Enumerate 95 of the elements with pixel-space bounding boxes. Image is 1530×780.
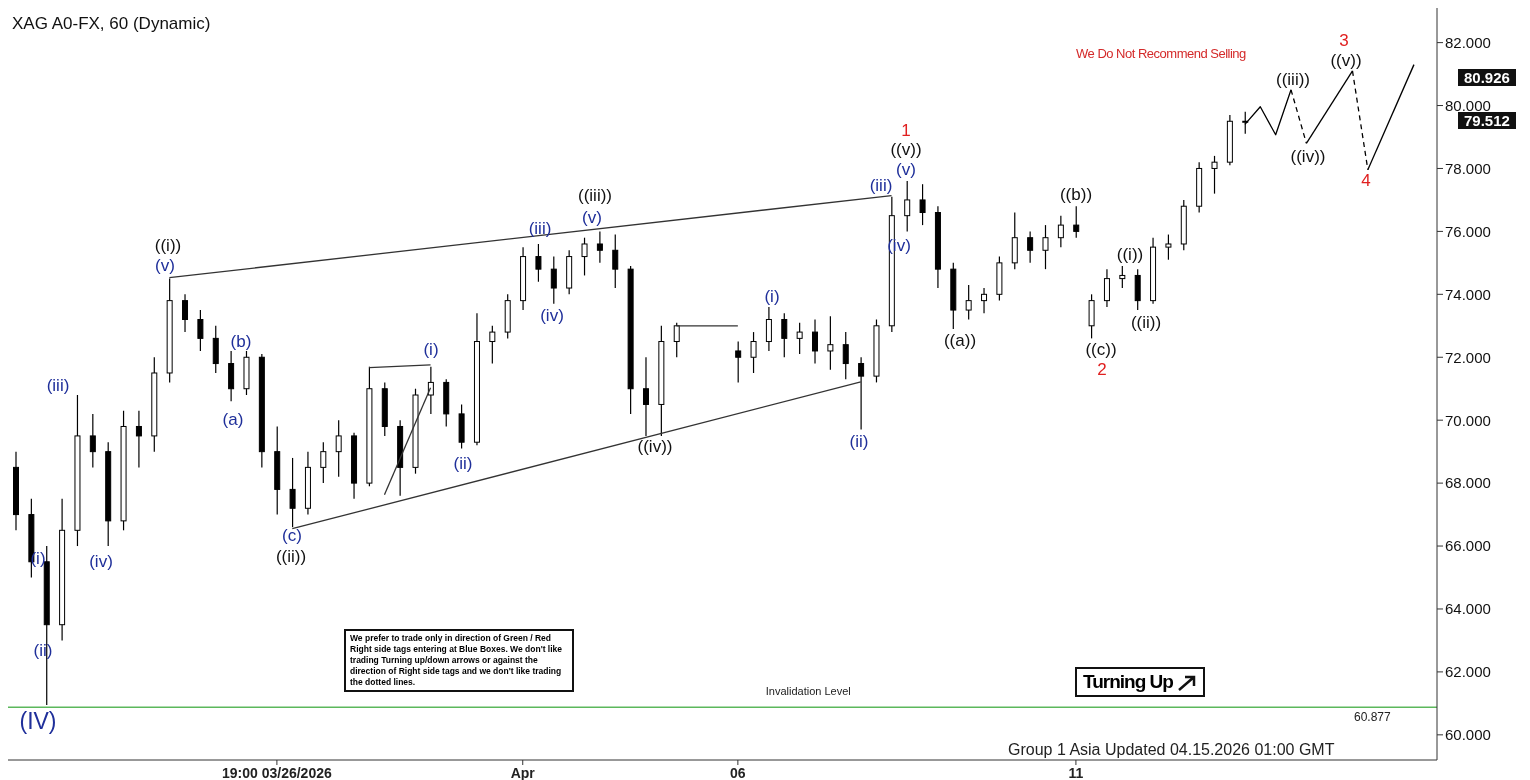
candlestick <box>182 293 189 333</box>
candlestick <box>673 322 680 358</box>
candlestick <box>335 419 342 478</box>
candlestick <box>1073 205 1080 239</box>
candlestick <box>89 413 96 468</box>
annotation: ((b)) <box>1059 184 1093 204</box>
annotation: 3 <box>1339 30 1349 50</box>
y-tick-label: 76.000 <box>1445 222 1491 240</box>
annotation: ((iv)) <box>1290 146 1326 166</box>
annotation: ((i)) <box>1116 244 1144 264</box>
candlestick <box>1165 233 1172 261</box>
annotation: Group 1 Asia Updated 04.15.2026 01:00 GMT <box>1008 741 1335 758</box>
chart-title: XAG A0-FX, 60 (Dynamic) <box>12 14 211 34</box>
candlestick <box>581 237 588 277</box>
annotation: 4 <box>1361 170 1371 190</box>
candlestick <box>750 331 757 374</box>
candlestick <box>796 322 803 355</box>
annotation: (c) <box>282 525 302 545</box>
candlestick <box>135 410 142 468</box>
y-tick-label: 64.000 <box>1445 600 1491 618</box>
candlestick <box>1211 155 1218 195</box>
y-tick-label: 74.000 <box>1445 285 1491 303</box>
y-tick-label: 60.000 <box>1445 726 1491 744</box>
x-tick-label: 06 <box>730 765 746 780</box>
candlestick <box>858 356 865 431</box>
annotation: (iii) <box>46 375 70 395</box>
annotation: (v) <box>896 159 916 179</box>
candlestick <box>197 309 204 352</box>
y-tick-label: 82.000 <box>1445 33 1491 51</box>
candlestick <box>550 255 557 305</box>
annotation: ((v)) <box>1330 50 1362 70</box>
candlestick <box>289 457 296 528</box>
candlestick <box>812 318 819 365</box>
annotation: ((iii)) <box>1276 69 1310 89</box>
ref-line-label: Invalidation Level <box>765 685 851 698</box>
y-tick-label: 70.000 <box>1445 411 1491 429</box>
annotation: ((iii)) <box>578 185 612 205</box>
annotation: 60.877 <box>1354 710 1391 724</box>
text: 79.512 <box>1464 112 1510 129</box>
annotation: ((a)) <box>943 330 977 350</box>
y-tick-label: 62.000 <box>1445 663 1491 681</box>
candlestick <box>1057 215 1064 248</box>
candlestick <box>781 312 788 358</box>
y-tick-label: 72.000 <box>1445 348 1491 366</box>
candlestick <box>642 356 649 437</box>
annotation: (i) <box>764 286 780 306</box>
annotation: ((i)) <box>154 235 182 255</box>
annotation: (i) <box>423 339 439 359</box>
candlestick <box>827 315 834 371</box>
candlestick <box>320 441 327 484</box>
annotation: ((iv)) <box>637 436 673 456</box>
annotation: ((ii)) <box>275 546 307 566</box>
x-tick-label: Apr <box>510 765 536 780</box>
candlestick <box>1119 265 1126 289</box>
annotation: ((c)) <box>1085 339 1117 359</box>
candlestick <box>842 331 849 380</box>
annotation: (iv) <box>540 305 564 325</box>
annotation: (ii) <box>453 453 473 473</box>
annotation: (a) <box>222 409 244 429</box>
annotation: (v) <box>155 255 175 275</box>
candlestick <box>1027 230 1034 264</box>
candlestick <box>981 287 988 314</box>
annotation: We prefer to trade only in direction of Green / Red Right side tags entering at Blue Boxes. We don't like trading Turning up/down arrows or against the direction of Right side tags and we don't like trading the dotted lines. <box>350 633 563 687</box>
annotation: (iii) <box>869 175 893 195</box>
candlestick <box>1042 224 1049 270</box>
annotation: (iv) <box>89 551 113 571</box>
annotation: ((ii)) <box>1130 312 1162 332</box>
candlestick <box>919 183 926 226</box>
annotation: ((v)) <box>890 139 922 159</box>
candlestick <box>489 325 496 365</box>
annotation: 2 <box>1097 359 1107 379</box>
text: 80.926 <box>1464 69 1510 86</box>
y-tick-label: 80.000 <box>1445 96 1491 114</box>
x-tick-label: 11 <box>1068 765 1084 780</box>
annotation: (ii) <box>849 431 869 451</box>
annotation: We Do Not Recommend Selling <box>1076 46 1246 61</box>
annotation: 1 <box>901 120 911 140</box>
annotation: Turning Up <box>1083 671 1173 692</box>
candlestick <box>427 366 434 415</box>
candlestick <box>596 230 603 264</box>
y-tick-label: 78.000 <box>1445 159 1491 177</box>
annotation: (v) <box>582 207 602 227</box>
annotation: (iii) <box>528 218 552 238</box>
candlestick <box>965 284 972 321</box>
candlestick <box>1103 268 1110 308</box>
y-tick-label: 68.000 <box>1445 474 1491 492</box>
y-tick-label: 66.000 <box>1445 537 1491 555</box>
candlestick <box>535 243 542 283</box>
candlestick <box>612 233 619 289</box>
x-tick-label: 19:00 03/26/2026 <box>222 765 332 780</box>
annotation: (IV) <box>19 707 57 734</box>
annotation: (b) <box>230 331 252 351</box>
candlestick <box>765 306 772 352</box>
candlestick <box>735 340 742 384</box>
candlestick <box>904 180 911 232</box>
